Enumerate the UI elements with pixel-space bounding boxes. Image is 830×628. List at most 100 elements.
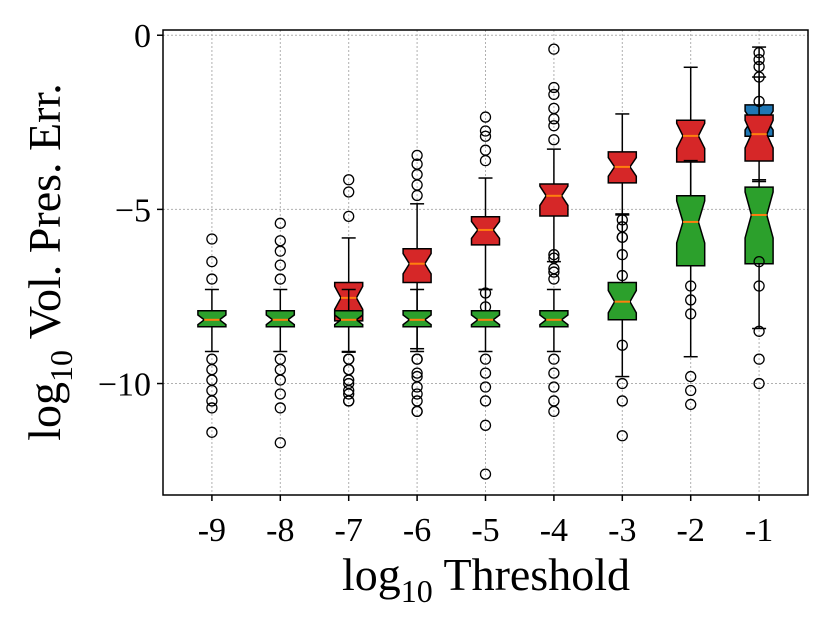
outlier <box>548 266 560 278</box>
box-group <box>470 288 501 480</box>
outlier <box>479 353 492 365</box>
outlier <box>685 294 697 306</box>
outlier <box>616 395 628 407</box>
outlier <box>411 158 423 170</box>
x-axis-title-part: log <box>342 549 401 600</box>
outlier <box>548 381 560 393</box>
outlier <box>206 273 218 285</box>
outlier <box>343 388 355 400</box>
box <box>675 195 706 267</box>
box-group <box>333 288 364 407</box>
outlier <box>479 395 492 407</box>
y-tick-label: 0 <box>134 18 151 55</box>
box-group <box>470 111 501 313</box>
outlier <box>548 249 560 261</box>
box <box>744 186 774 265</box>
outlier <box>411 388 423 400</box>
box-group <box>744 46 774 183</box>
outlier <box>274 217 286 229</box>
outlier <box>548 102 560 115</box>
outlier <box>206 233 218 245</box>
box-group <box>402 149 432 418</box>
y-axis-title: log10 Vol. Pres. Err. <box>19 83 79 440</box>
outlier <box>274 402 286 414</box>
outlier <box>548 367 560 379</box>
outlier <box>411 395 423 407</box>
outlier <box>274 235 286 247</box>
outlier <box>343 174 355 186</box>
outlier <box>206 426 218 438</box>
outlier <box>548 353 560 365</box>
outlier <box>753 377 765 390</box>
outlier <box>548 252 560 264</box>
outlier <box>616 430 628 442</box>
y-axis-title-part: Vol. Pres. Err. <box>19 83 70 350</box>
box-group <box>675 159 706 411</box>
outlier <box>753 71 765 83</box>
x-tick-label: -6 <box>403 512 431 549</box>
outlier <box>616 339 628 351</box>
x-axis-title-part: Threshold <box>433 549 630 600</box>
y-tick-label: −10 <box>98 367 151 404</box>
outlier <box>616 249 628 261</box>
outlier <box>479 144 492 156</box>
outlier <box>753 95 765 108</box>
box-group <box>607 214 638 442</box>
outlier <box>479 130 492 142</box>
x-tick-label: -1 <box>745 512 773 549</box>
outlier <box>548 88 560 101</box>
outlier <box>753 280 765 292</box>
y-axis-title-sub: 10 <box>43 350 79 382</box>
box-group <box>402 288 432 418</box>
outlier <box>685 280 697 292</box>
outlier <box>616 269 628 282</box>
outlier <box>479 419 492 431</box>
x-tick-label: -9 <box>198 512 226 549</box>
x-tick-label: -7 <box>335 512 363 549</box>
outlier <box>685 398 697 411</box>
outlier <box>343 395 355 407</box>
outlier <box>616 231 628 243</box>
box <box>402 309 432 328</box>
outlier <box>479 111 492 123</box>
outlier <box>411 381 423 393</box>
outlier <box>411 149 423 162</box>
outlier <box>274 437 286 449</box>
outlier <box>479 381 492 393</box>
outlier <box>411 405 423 418</box>
plot-frame <box>162 29 809 496</box>
outlier <box>753 325 765 337</box>
outlier <box>206 402 218 414</box>
outlier <box>753 53 765 66</box>
outlier <box>685 370 697 383</box>
outlier <box>685 384 697 397</box>
outlier <box>548 43 560 55</box>
outlier <box>274 259 286 271</box>
x-tick-label: -2 <box>677 512 705 549</box>
box-group <box>539 43 569 278</box>
x-tick-label: -4 <box>540 512 568 549</box>
box-group <box>197 233 227 438</box>
box <box>539 309 569 328</box>
x-axis-title-sub: 10 <box>401 573 433 609</box>
outlier <box>753 255 765 268</box>
outlier <box>206 255 218 268</box>
outlier <box>411 367 423 379</box>
outlier <box>616 214 628 226</box>
outlier <box>685 308 697 320</box>
outlier <box>479 367 492 379</box>
y-axis-title-part: log <box>19 382 70 441</box>
outlier <box>548 405 560 418</box>
box <box>744 114 774 162</box>
outlier <box>479 468 492 480</box>
y-tick-label: −5 <box>115 192 151 229</box>
outlier <box>206 395 218 407</box>
outlier <box>548 395 560 407</box>
outlier <box>274 388 286 400</box>
box <box>470 309 501 328</box>
x-axis-title: log10 Threshold <box>342 549 630 609</box>
box-group <box>539 252 569 418</box>
outlier <box>411 353 423 365</box>
x-tick-label: -8 <box>266 512 294 549</box>
box <box>402 247 432 284</box>
